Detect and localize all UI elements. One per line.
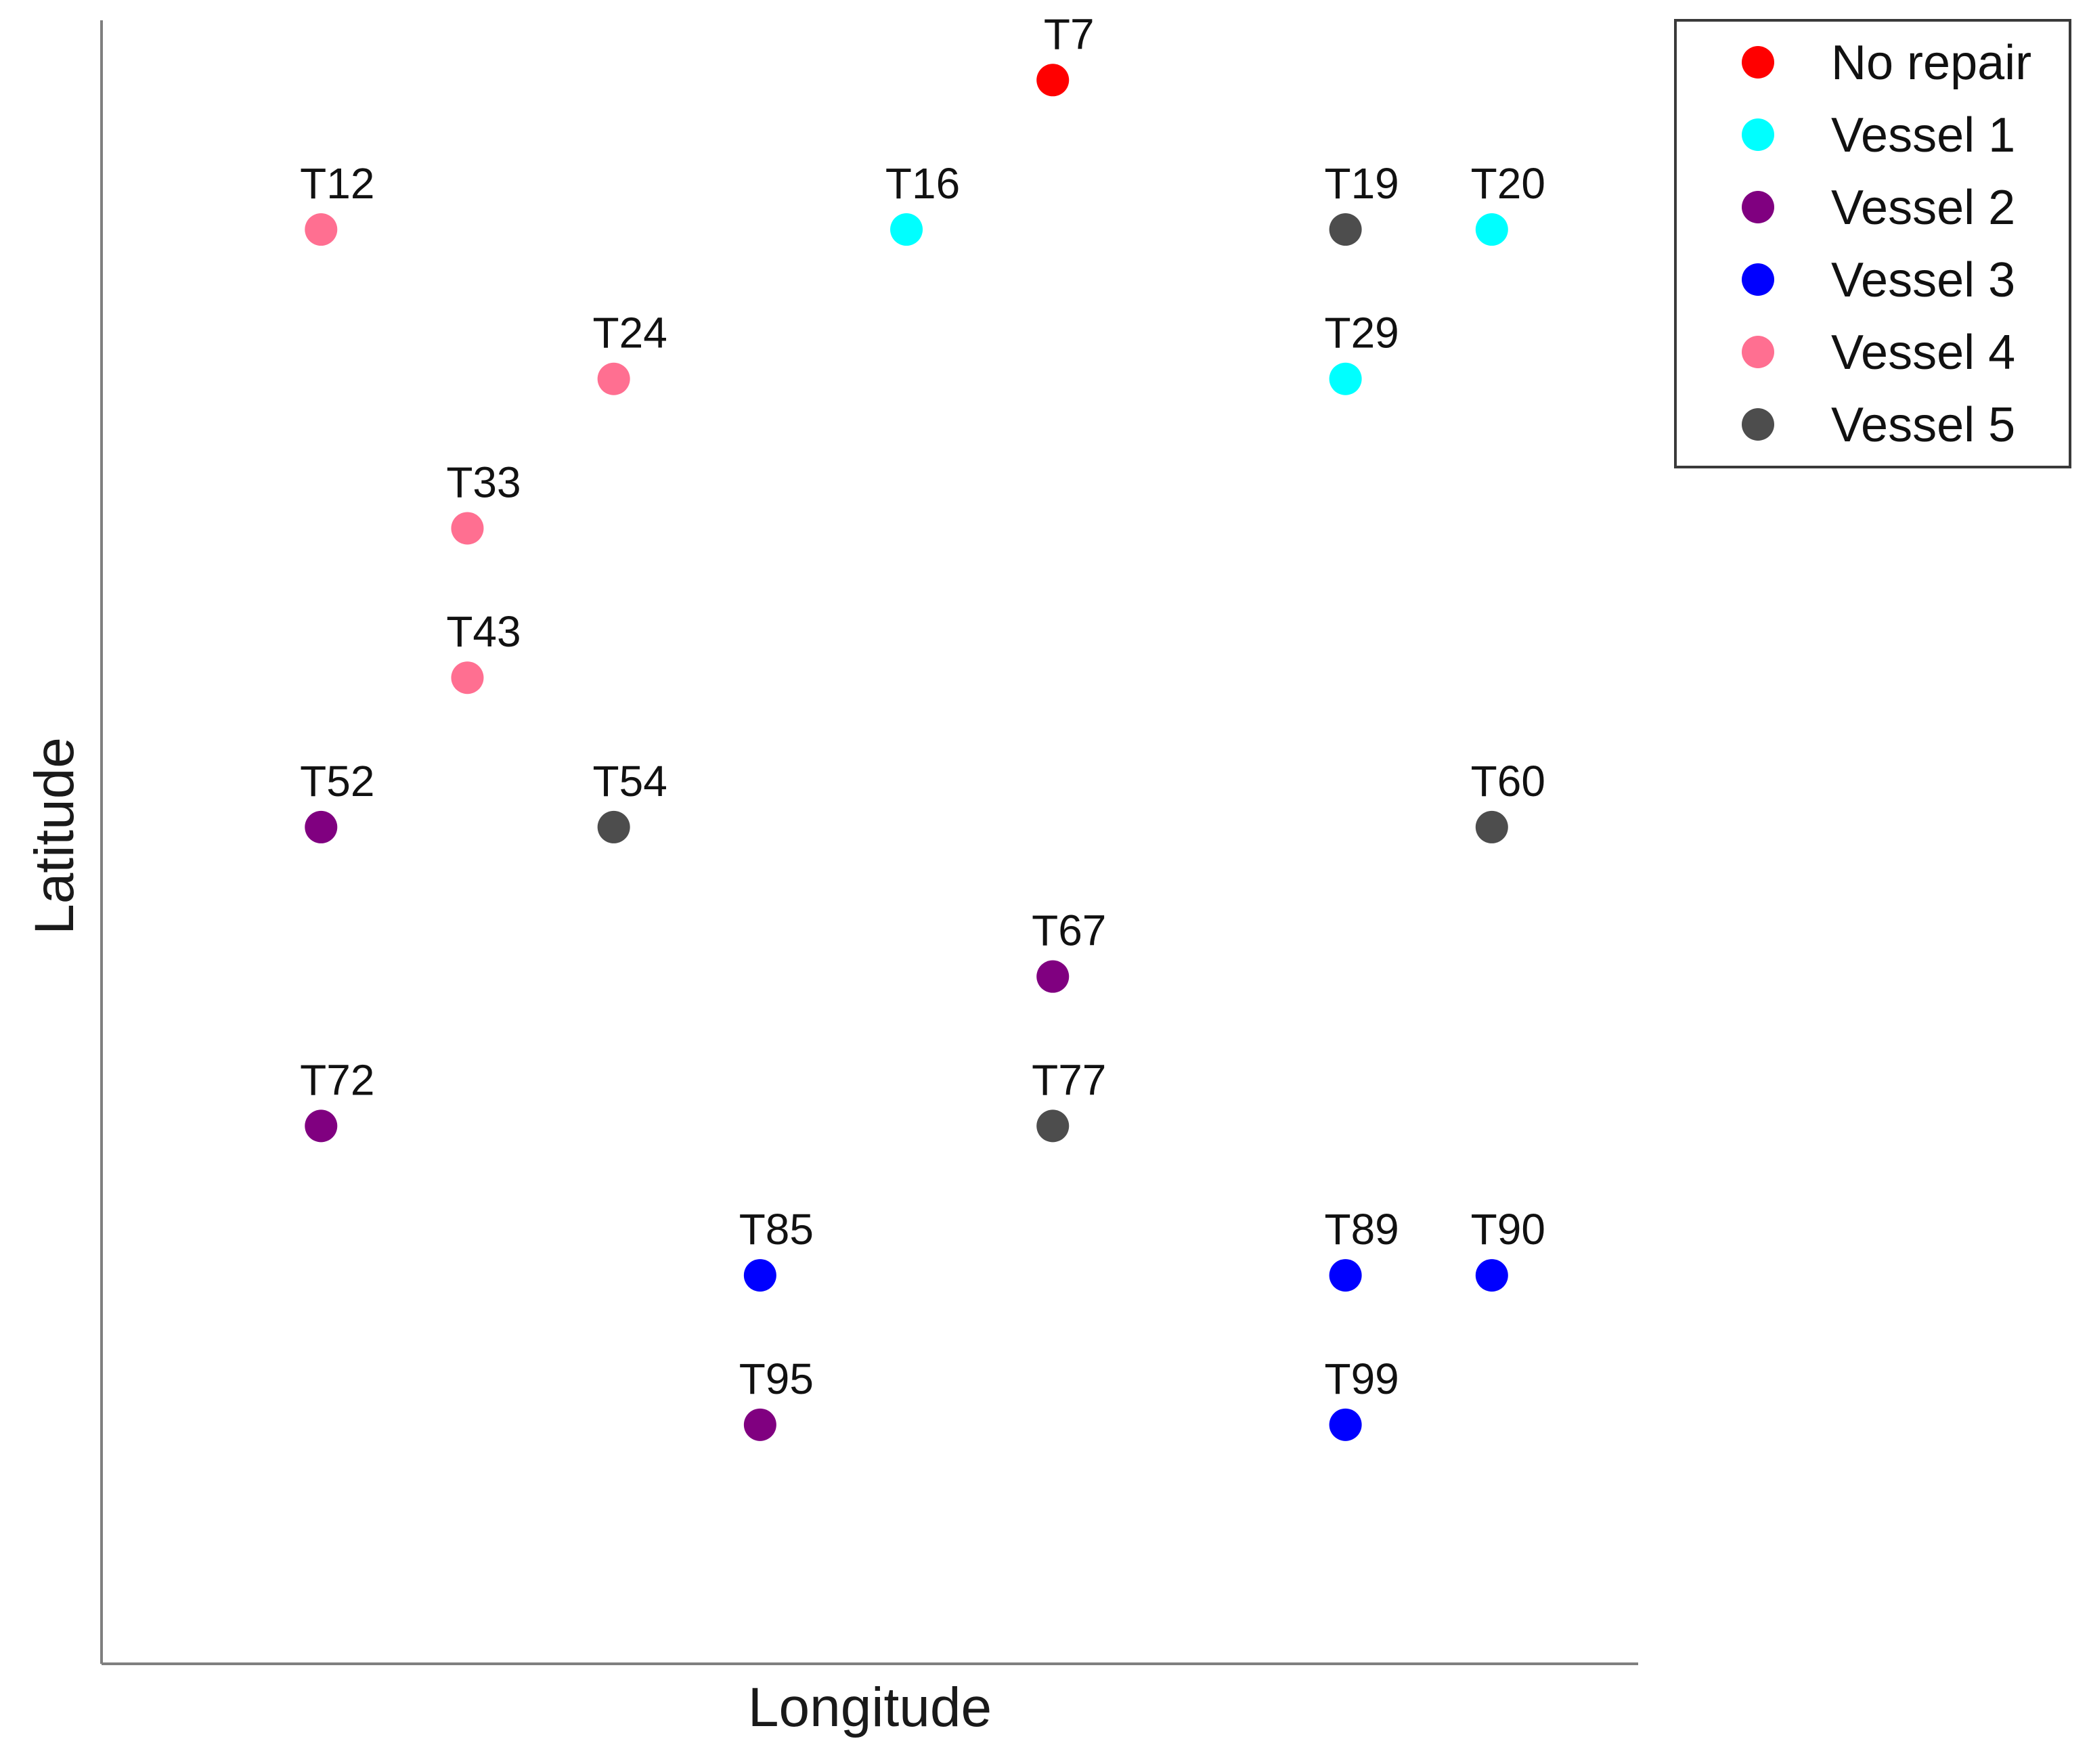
point-t7 <box>1036 64 1070 97</box>
point-label-t89: T89 <box>1324 1205 1399 1254</box>
point-t99 <box>1329 1408 1362 1441</box>
point-t12 <box>305 213 338 246</box>
point-t52 <box>305 810 338 843</box>
y-axis-title: Latitude <box>24 737 85 935</box>
point-label-t24: T24 <box>593 309 667 357</box>
legend-marker-vessel-4 <box>1742 336 1774 368</box>
legend-label-vessel-4: Vessel 4 <box>1831 326 2015 380</box>
legend-label-no-repair: No repair <box>1831 36 2031 90</box>
point-label-t19: T19 <box>1324 159 1399 208</box>
legend-label-vessel-3: Vessel 3 <box>1831 253 2015 307</box>
point-label-t29: T29 <box>1324 309 1399 357</box>
legend-marker-vessel-1 <box>1742 118 1774 151</box>
point-t16 <box>890 213 923 246</box>
point-label-t43: T43 <box>446 607 521 656</box>
point-label-t77: T77 <box>1032 1055 1106 1104</box>
legend-marker-no-repair <box>1742 46 1774 79</box>
point-label-t16: T16 <box>885 159 960 208</box>
legend: No repair Vessel 1 Vessel 2 Vessel 3 Vessel … <box>1674 19 2071 468</box>
point-t85 <box>743 1259 776 1292</box>
legend-label-vessel-5: Vessel 5 <box>1831 398 2015 452</box>
point-label-t85: T85 <box>739 1205 814 1254</box>
legend-label-vessel-1: Vessel 1 <box>1831 108 2015 162</box>
point-t43 <box>451 661 484 694</box>
point-t54 <box>597 810 630 843</box>
legend-marker-vessel-2 <box>1742 191 1774 223</box>
point-t89 <box>1329 1259 1362 1292</box>
point-t20 <box>1475 213 1508 246</box>
point-t77 <box>1036 1109 1070 1143</box>
point-label-t67: T67 <box>1032 906 1106 955</box>
point-label-t99: T99 <box>1324 1354 1399 1403</box>
point-t72 <box>305 1109 338 1143</box>
point-label-t52: T52 <box>300 757 374 806</box>
point-label-t12: T12 <box>300 159 374 208</box>
x-axis-title: Longitude <box>748 1677 992 1738</box>
point-label-t60: T60 <box>1471 757 1545 806</box>
point-t24 <box>597 362 630 395</box>
point-label-t54: T54 <box>593 757 667 806</box>
legend-items: No repair Vessel 1 Vessel 2 Vessel 3 Vessel … <box>1742 36 2031 452</box>
legend-marker-vessel-3 <box>1742 263 1774 296</box>
point-label-t95: T95 <box>739 1354 814 1403</box>
legend-marker-vessel-5 <box>1742 408 1774 441</box>
point-t33 <box>451 512 484 545</box>
point-label-t72: T72 <box>300 1055 374 1104</box>
point-t60 <box>1475 810 1508 843</box>
point-label-t33: T33 <box>446 458 521 506</box>
point-label-t20: T20 <box>1471 159 1545 208</box>
legend-label-vessel-2: Vessel 2 <box>1831 181 2015 235</box>
axes <box>100 20 1638 1665</box>
data-points <box>305 64 1508 1441</box>
point-t90 <box>1475 1259 1508 1292</box>
point-t19 <box>1329 213 1362 246</box>
point-label-t7: T7 <box>1044 9 1095 58</box>
point-label-t90: T90 <box>1471 1205 1545 1254</box>
point-labels: T7 T12 T16 T19 T20 T24 T29 T33 T43 T52 T54 T60 T67 T7… <box>300 9 1545 1403</box>
legend-frame <box>1674 19 2071 468</box>
point-t29 <box>1329 362 1362 395</box>
point-t95 <box>743 1408 776 1441</box>
point-t67 <box>1036 960 1070 993</box>
